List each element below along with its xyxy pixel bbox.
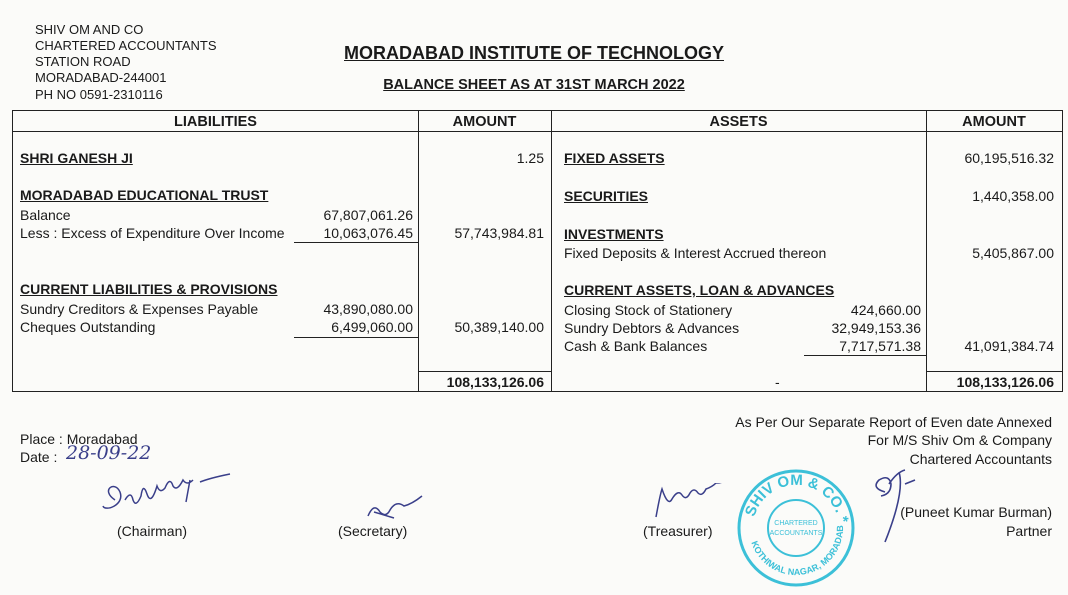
- firm-line: MORADABAD-244001: [35, 70, 167, 85]
- trust-heading: MORADABAD EDUCATIONAL TRUST: [20, 187, 269, 203]
- partner-name: (Puneet Kumar Burman): [900, 504, 1052, 520]
- svg-text:SHIV OM & CO. *: SHIV OM & CO. *: [742, 472, 852, 524]
- treasurer-signature: [655, 483, 722, 518]
- cash-bank-amount: 7,717,571.38: [839, 338, 921, 354]
- document-subtitle: BALANCE SHEET AS AT 31ST MARCH 2022: [383, 77, 685, 93]
- fixed-deposits-label: Fixed Deposits & Interest Accrued thereo…: [564, 245, 827, 261]
- cheques-outstanding-amount: 6,499,060.00: [331, 319, 413, 335]
- current-liabilities-amount: 50,389,140.00: [454, 319, 544, 335]
- header-amount-left: AMOUNT: [452, 114, 517, 130]
- partner-title: Partner: [1006, 523, 1052, 539]
- handwritten-date: 28-09-22: [66, 442, 152, 464]
- shri-ganesh-amount: 1.25: [516, 150, 544, 166]
- cheques-outstanding-label: Cheques Outstanding: [20, 319, 156, 335]
- header-assets: ASSETS: [709, 114, 768, 130]
- closing-stock-label: Closing Stock of Stationery: [564, 302, 733, 318]
- assets-dash: -: [775, 374, 780, 390]
- sundry-creditors-amount: 43,890,080.00: [323, 301, 413, 317]
- current-assets-amount: 41,091,384.74: [964, 338, 1054, 354]
- document-title: MORADABAD INSTITUTE OF TECHNOLOGY: [344, 43, 724, 63]
- assets-total: 108,133,126.06: [956, 374, 1054, 390]
- investments-amount: 5,405,867.00: [972, 245, 1054, 261]
- balance-sheet-table: LIABILITIES AMOUNT ASSETS AMOUNT SHRI GA…: [12, 110, 1063, 392]
- secretary-label: (Secretary): [338, 523, 408, 539]
- firm-name: SHIV OM AND CO: [35, 22, 144, 37]
- investments-heading: INVESTMENTS: [564, 226, 664, 242]
- sundry-debtors-label: Sundry Debtors & Advances: [564, 320, 740, 336]
- chairman-signature: [102, 473, 231, 509]
- fixed-assets-amount: 60,195,516.32: [964, 150, 1054, 166]
- trust-less-amount: 10,063,076.45: [323, 225, 413, 241]
- fixed-assets-heading: FIXED ASSETS: [564, 150, 665, 166]
- sundry-creditors-label: Sundry Creditors & Expenses Payable: [20, 301, 259, 317]
- svg-text:CHARTERED: CHARTERED: [774, 520, 817, 527]
- liabilities-total: 108,133,126.06: [446, 374, 544, 390]
- firm-stamp: SHIV OM & CO. * KOTHIWAL NAGAR, MORADABA…: [735, 467, 855, 587]
- secretary-signature: [367, 495, 423, 519]
- trust-amount: 57,743,984.81: [454, 225, 544, 241]
- header-liabilities: LIABILITIES: [174, 114, 257, 130]
- firm-for-line: For M/S Shiv Om & Company: [867, 432, 1052, 448]
- header-amount-right: AMOUNT: [962, 114, 1026, 130]
- trust-balance-label: Balance: [20, 207, 71, 223]
- cash-bank-label: Cash & Bank Balances: [564, 338, 708, 354]
- trust-balance-amount: 67,807,061.26: [323, 207, 413, 223]
- firm-line: STATION ROAD: [35, 54, 131, 69]
- shri-ganesh-heading: SHRI GANESH JI: [20, 150, 133, 166]
- partner-signature: [875, 469, 916, 543]
- firm-designation: Chartered Accountants: [909, 451, 1052, 467]
- report-reference: As Per Our Separate Report of Even date …: [735, 414, 1052, 430]
- svg-text:ACCOUNTANTS: ACCOUNTANTS: [770, 530, 823, 537]
- treasurer-label: (Treasurer): [643, 523, 713, 539]
- place-text: Place : Moradabad: [20, 431, 138, 447]
- closing-stock-amount: 424,660.00: [850, 302, 921, 318]
- current-liabilities-heading: CURRENT LIABILITIES & PROVISIONS: [20, 281, 278, 297]
- securities-amount: 1,440,358.00: [972, 188, 1054, 204]
- securities-heading: SECURITIES: [564, 188, 649, 204]
- current-assets-heading: CURRENT ASSETS, LOAN & ADVANCES: [564, 282, 835, 298]
- date-label: Date :: [20, 449, 58, 465]
- firm-line: CHARTERED ACCOUNTANTS: [35, 38, 217, 53]
- trust-less-label: Less : Excess of Expenditure Over Income: [20, 225, 285, 241]
- firm-phone: PH NO 0591-2310116: [35, 87, 163, 102]
- chairman-label: (Chairman): [117, 523, 188, 539]
- sundry-debtors-amount: 32,949,153.36: [831, 320, 921, 336]
